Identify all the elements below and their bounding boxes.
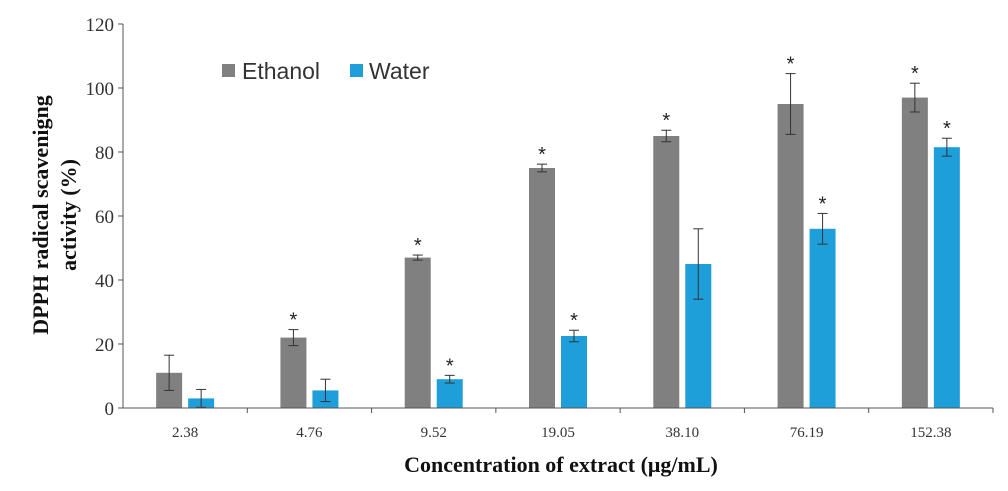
legend-swatch-water [350,64,363,77]
bar-ethanol-152.38 [901,97,928,408]
significance-mark-ethanol-9.52: * [414,235,422,257]
bar-ethanol-19.05 [529,168,555,408]
legend-label-ethanol: Ethanol [242,58,320,84]
bar-water-19.05 [561,336,587,408]
significance-mark-ethanol-76.19: * [787,54,795,76]
y-tick-label-20: 20 [95,335,114,356]
y-axis-ticks: 0 20 40 60 80 100 120 [86,15,123,420]
bars [156,97,960,408]
bar-water-9.52 [436,379,463,408]
y-tick-label-40: 40 [95,271,114,292]
legend-swatch-ethanol [222,64,235,77]
significance-mark-water-76.19: * [819,193,827,215]
significance-mark-ethanol-152.38: * [911,63,919,85]
x-tick-label-38.10: 38.10 [665,425,699,441]
significance-mark-ethanol-19.05: * [538,144,546,166]
error-bars [164,73,952,408]
x-tick-label-19.05: 19.05 [541,425,575,441]
legend-label-water: Water [369,58,430,84]
x-tick-label-4.76: 4.76 [296,425,323,441]
y-tick-label-80: 80 [95,143,114,164]
bar-ethanol-38.10 [653,136,680,408]
y-tick-label-100: 100 [86,79,115,100]
y-axis-title-line-2: activity (%) [56,159,81,271]
legend: Ethanol Water [222,58,430,84]
x-tick-label-9.52: 9.52 [421,425,447,441]
significance-mark-water-9.52: * [446,355,454,377]
y-axis-title-line-1: DPPH radical scavenigng [28,95,53,335]
y-tick-label-0: 0 [105,399,115,420]
x-axis-labels: 2.38 4.76 9.52 19.05 38.10 76.19 152.38 [172,408,994,441]
bar-ethanol-9.52 [404,257,431,408]
significance-mark-water-19.05: * [570,310,578,332]
x-tick-label-152.38: 152.38 [910,425,951,441]
significance-marks: * * * * * * * * * * [290,54,951,378]
bar-ethanol-76.19 [777,104,804,408]
x-axis-title: Concentration of extract (μg/mL) [404,452,718,477]
significance-mark-ethanol-38.10: * [662,110,670,132]
x-tick-label-2.38: 2.38 [172,425,198,441]
significance-mark-ethanol-4.76: * [290,310,298,332]
bar-water-152.38 [933,147,960,408]
significance-mark-water-152.38: * [943,118,951,140]
y-tick-label-120: 120 [86,15,115,36]
bar-water-76.19 [809,228,836,408]
bar-ethanol-4.76 [280,337,307,408]
x-tick-label-76.19: 76.19 [790,425,824,441]
y-tick-label-60: 60 [95,207,114,228]
y-axis-title: DPPH radical scavenigng activity (%) [28,95,81,335]
